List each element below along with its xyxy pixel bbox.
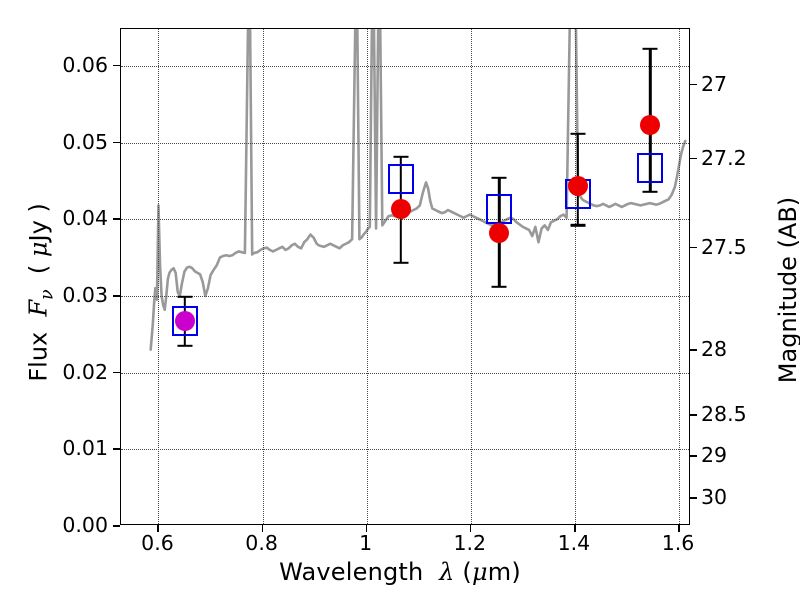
tickmark-left bbox=[113, 294, 120, 297]
y-tick-label-left: 0.01 bbox=[62, 436, 108, 461]
model-spectrum-curve bbox=[149, 29, 687, 351]
y-axis-label-left: Flux Fν ( μJy ) bbox=[25, 42, 58, 542]
x-axis-label-text: Wavelength λ (μm) bbox=[279, 558, 521, 586]
observed-photometry-point[interactable] bbox=[390, 199, 411, 220]
observed-photometry-point[interactable] bbox=[174, 311, 195, 332]
y-tick-label-right: 28.5 bbox=[701, 401, 747, 426]
y-tick-label-left: 0.00 bbox=[62, 512, 108, 537]
y-tick-label-right: 27.5 bbox=[701, 234, 747, 259]
x-axis-label: Wavelength λ (μm) bbox=[0, 558, 800, 586]
observed-photometry-point[interactable] bbox=[567, 176, 588, 197]
tickmark-right bbox=[690, 497, 697, 499]
y-tick-label-left: 0.06 bbox=[62, 52, 108, 77]
x-tick-label: 1.2 bbox=[453, 531, 487, 555]
error-bar-cap bbox=[642, 47, 658, 51]
y-tick-label-right: 27.2 bbox=[701, 145, 747, 170]
tickmark-left bbox=[113, 525, 120, 527]
y-tick-label-left: 0.05 bbox=[62, 129, 108, 154]
error-bar-cap bbox=[393, 261, 409, 265]
tickmark-right bbox=[690, 349, 697, 351]
tickmark-bottom bbox=[157, 525, 160, 532]
y-tick-label-right: 28 bbox=[701, 337, 728, 362]
tickmark-right bbox=[690, 157, 697, 160]
tickmark-left bbox=[113, 218, 120, 220]
tickmark-bottom bbox=[261, 525, 264, 532]
error-bar-cap bbox=[642, 190, 658, 193]
y-axis-label-right: Magnitude (AB) bbox=[774, 40, 800, 540]
spectrum-polyline bbox=[149, 29, 687, 351]
y-tick-label-left: 0.02 bbox=[62, 359, 108, 384]
model-photometry-square[interactable] bbox=[637, 152, 664, 183]
error-bar-cap bbox=[570, 132, 586, 136]
y-tick-label-right: 29 bbox=[701, 442, 728, 467]
tickmark-right bbox=[690, 414, 697, 416]
error-bar-cap bbox=[393, 155, 409, 159]
tickmark-right bbox=[690, 455, 697, 457]
tickmark-bottom bbox=[469, 525, 472, 532]
tickmark-right bbox=[690, 246, 697, 249]
plot-area bbox=[120, 28, 690, 525]
y-axis-label-right-text: Magnitude (AB) bbox=[774, 196, 800, 384]
observed-photometry-point[interactable] bbox=[489, 223, 510, 243]
x-tick-label: 1.6 bbox=[661, 531, 695, 555]
tickmark-bottom bbox=[365, 525, 368, 532]
tickmark-left bbox=[113, 141, 120, 144]
y-tick-label-right: 27 bbox=[701, 71, 728, 96]
y-tick-label-left: 0.04 bbox=[62, 205, 108, 230]
tickmark-bottom bbox=[678, 525, 680, 532]
model-photometry-square[interactable] bbox=[486, 194, 513, 225]
model-photometry-square[interactable] bbox=[387, 163, 414, 194]
tickmark-left bbox=[113, 64, 120, 67]
model-photometry-square[interactable] bbox=[171, 306, 198, 337]
error-bar-cap bbox=[177, 295, 192, 298]
y-tick-label-left: 0.03 bbox=[62, 282, 108, 307]
error-bar-cap bbox=[491, 285, 507, 288]
tickmark-left bbox=[113, 371, 120, 374]
y-tick-label-right: 30 bbox=[701, 484, 728, 509]
x-tick-label: 0.8 bbox=[245, 531, 278, 555]
error-bar-cap bbox=[177, 344, 192, 347]
tickmark-bottom bbox=[573, 525, 576, 532]
tickmark-right bbox=[690, 83, 697, 86]
y-axis-label-left-text: Flux Fν ( μJy ) bbox=[24, 203, 58, 382]
tickmark-left bbox=[113, 448, 120, 450]
error-bar-cap bbox=[570, 224, 586, 227]
error-bar-cap bbox=[491, 176, 507, 179]
x-tick-label: 0.6 bbox=[141, 531, 174, 555]
observed-photometry-point[interactable] bbox=[640, 114, 661, 135]
x-tick-label: 1.4 bbox=[557, 531, 591, 555]
x-tick-label: 1 bbox=[359, 531, 373, 555]
